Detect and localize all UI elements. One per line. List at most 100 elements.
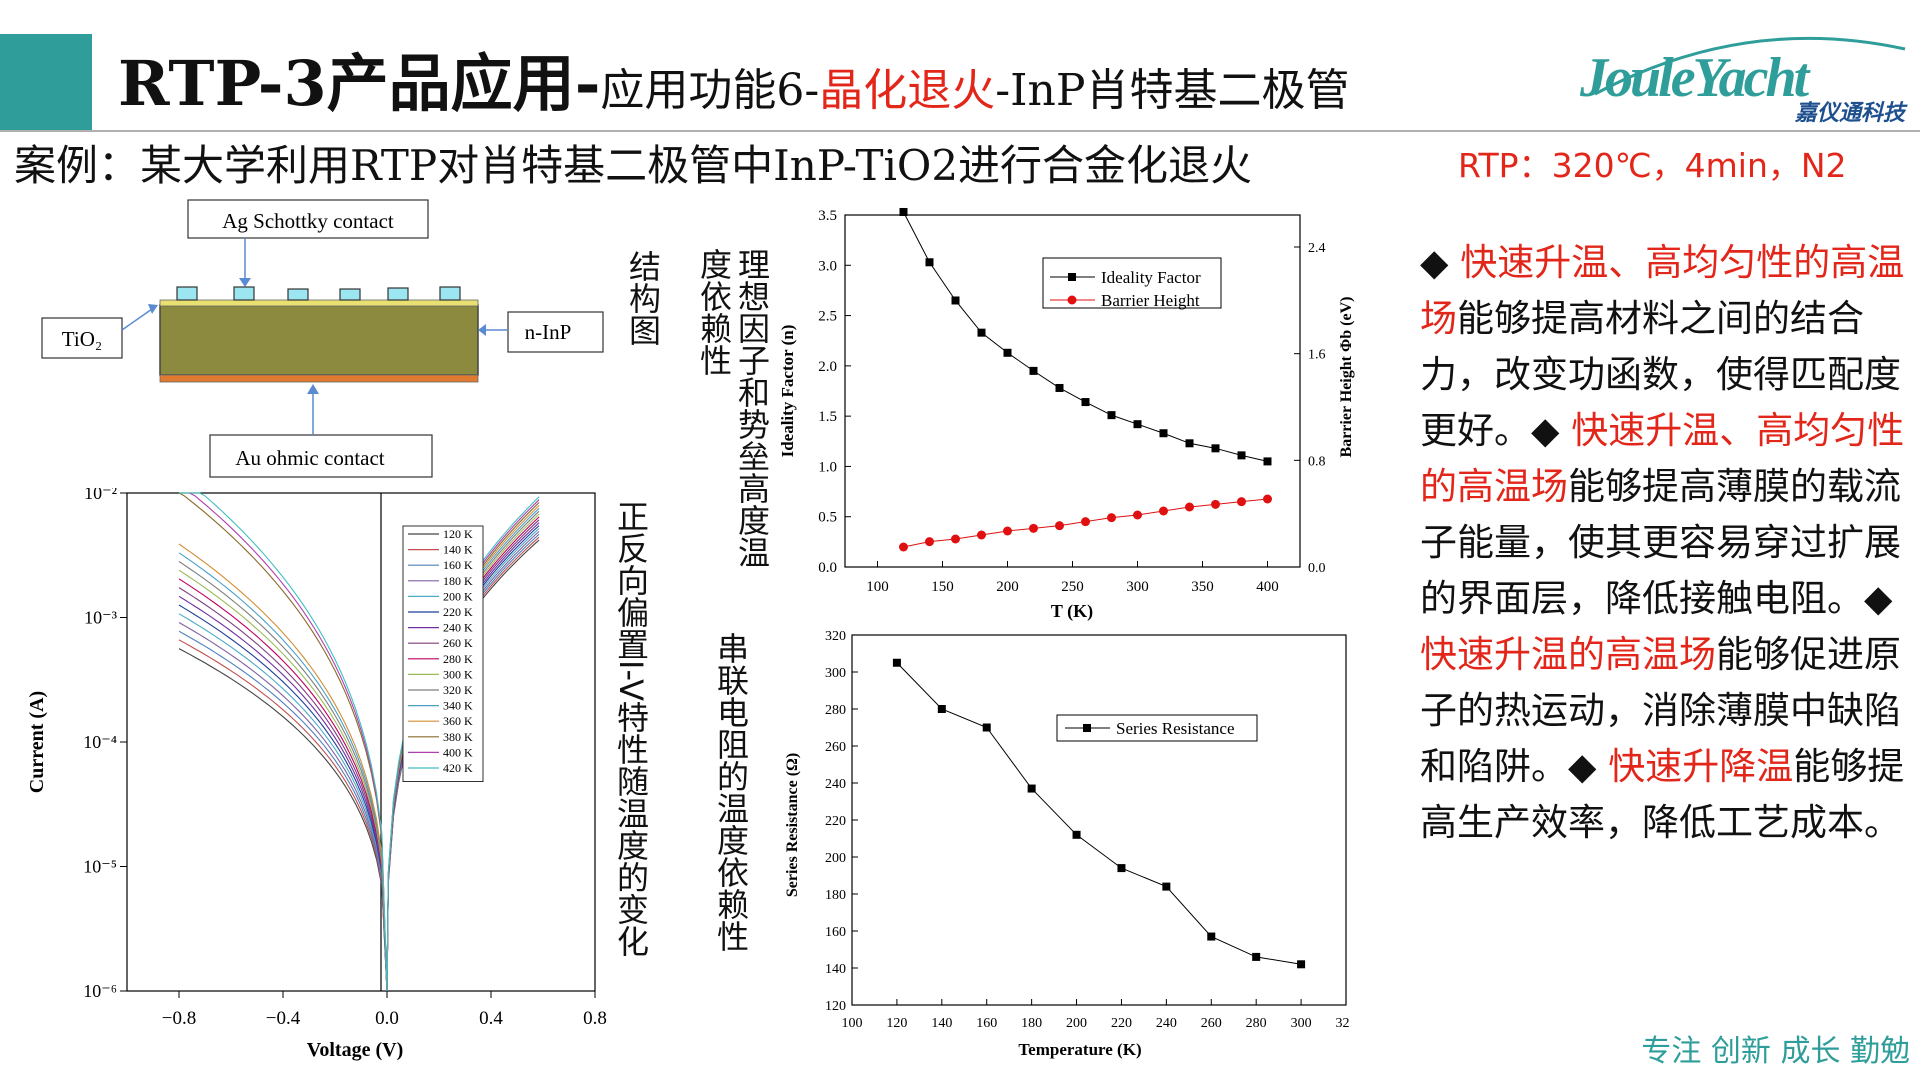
ib-point-barrier (1237, 497, 1246, 507)
ib-point-ideality (1003, 348, 1012, 357)
ib-point-ideality (1211, 444, 1220, 453)
iv-legend-label: 140 K (443, 543, 473, 557)
ib-point-barrier (1211, 499, 1220, 509)
ib-ytick-label: 3.0 (818, 258, 837, 274)
iv-ylabel: Current (A) (26, 691, 48, 793)
iv-xtick-label: 0.4 (479, 1008, 503, 1029)
iv-ytick-label: 10⁻² (84, 488, 117, 503)
iv-legend-label: 240 K (443, 621, 473, 635)
rs-xtick-label: 100 (842, 1016, 863, 1031)
rs-point (1207, 932, 1216, 941)
iv-legend-label: 200 K (443, 589, 473, 603)
rs-legend-marker (1083, 724, 1091, 732)
ib-xlabel: T (K) (1051, 601, 1093, 622)
rs-ytick-label: 220 (825, 814, 846, 829)
benefit-3-text: 能够促进原子的热运动，消除薄膜中缺陷和陷阱。 (1420, 633, 1901, 788)
iv-legend-label: 300 K (443, 667, 473, 681)
ib-point-barrier (1107, 513, 1116, 523)
title-main: RTP-3产品应用 (118, 47, 575, 120)
rs-xtick-label: 320 (1336, 1016, 1351, 1031)
ib-point-barrier (1133, 510, 1142, 520)
page-title: RTP-3产品应用-应用功能6-晶化退火-InP肖特基二极管 (118, 44, 1350, 124)
rs-ytick-label: 260 (825, 740, 846, 755)
iv-legend-label: 180 K (443, 574, 473, 588)
ib-xtick-label: 400 (1256, 579, 1279, 595)
rs-xtick-label: 140 (931, 1016, 952, 1031)
rs-plot-frame (851, 634, 1347, 1006)
rs-point (937, 705, 946, 713)
ib-point-ideality (1185, 439, 1194, 448)
ib-xtick-label: 200 (996, 579, 1019, 595)
bullet-diamond: ◆ (1531, 409, 1572, 452)
rs-point (1027, 784, 1036, 793)
ib-ytick-label: 3.5 (818, 208, 837, 224)
ib-point-barrier (1263, 494, 1272, 504)
ib-point-ideality (1081, 398, 1090, 407)
ninp-label-box (507, 311, 604, 353)
ag-contact (233, 286, 255, 301)
title-accent-bar (0, 34, 92, 130)
ib-ytick-right-label: 2.4 (1308, 241, 1326, 256)
iv-chart: −0.8 −0.4 0.0 0.4 0.8 10⁻² 10⁻³ 10⁻⁴ 10⁻⁵ 10⁻⁶ 12… (26, 488, 607, 1061)
schottky-arrowhead (239, 278, 251, 287)
ib-ytick-label: 0.5 (818, 510, 837, 526)
title-highlight: 晶化退火 (819, 65, 996, 116)
case-description: 案例：某大学利用RTP对肖特基二极管中InP-TiO2进行合金化退火 (14, 141, 1253, 190)
iv-legend-label: 320 K (443, 683, 473, 697)
iv-legend-label: 360 K (443, 714, 473, 728)
rs-xtick-label: 160 (976, 1016, 997, 1031)
ag-contact (439, 286, 461, 301)
rs-legend: Series Resistance (1056, 714, 1258, 742)
iv-legend-label: 420 K (443, 761, 473, 775)
rs-ytick-label: 180 (825, 888, 846, 903)
ib-point-barrier (951, 534, 960, 544)
rs-ytick-label: 300 (825, 666, 846, 681)
rs-ylabel: Series Resistance (Ω) (784, 753, 801, 897)
title-divider (0, 130, 1920, 132)
schottky-label: Ag Schottky contact (222, 209, 394, 233)
company-logo: JouleYacht 嘉仪通科技 (1579, 36, 1908, 124)
ib-xtick-label: 300 (1126, 579, 1149, 595)
ib-point-barrier (977, 530, 986, 540)
benefit-1-text: 能够提高材料之间的结合力，改变功函数，使得匹配度更好。 (1420, 297, 1901, 452)
caption-series: 串联电阻的温度依赖性 (712, 632, 750, 952)
ib-point-barrier (1185, 502, 1194, 512)
iv-ytick-label: 10⁻³ (84, 608, 118, 628)
ib-ylabel: Ideality Factor (n) (778, 325, 797, 458)
rs-xtick-label: 220 (1111, 1016, 1132, 1031)
series-resistance-chart: 100 120 140 160 180 200 220 240 260 280 300 320 120 1… (784, 629, 1351, 1059)
ib-point-ideality (1055, 383, 1064, 392)
ib-ytick-label: 1.0 (818, 459, 837, 475)
tio2-layer (159, 299, 479, 307)
ohmic-label: Au ohmic contact (235, 446, 384, 470)
iv-xtick-label: −0.4 (266, 1008, 301, 1029)
tio2-arrowhead (148, 304, 158, 314)
ib-point-ideality (1159, 429, 1168, 438)
ninp-label: n-InP (525, 320, 572, 344)
ideality-barrier-chart: 100 150 200 250 300 350 400 0.0 0.5 1.0 1.5 2.0 2.5 3… (778, 207, 1355, 622)
ib-point-barrier (1081, 517, 1090, 527)
ib-point-barrier (1055, 521, 1064, 531)
ohmic-arrowhead (307, 384, 319, 394)
ag-contact (387, 287, 409, 301)
iv-legend-label: 280 K (443, 652, 473, 666)
rtp-conditions: RTP：320℃，4min，N2 (1458, 146, 1847, 185)
iv-legend-label: 400 K (443, 745, 473, 759)
rs-series (892, 658, 1306, 969)
rs-legend-label: Series Resistance (1116, 719, 1235, 738)
ib-point-barrier (925, 537, 934, 547)
ib-point-ideality (1237, 451, 1246, 460)
tio2-label: TiO₂ (62, 327, 102, 351)
iv-xtick-label: −0.8 (162, 1008, 196, 1029)
ib-legend-label-0: Ideality Factor (1101, 268, 1201, 287)
ohmic-label-box (209, 434, 433, 478)
iv-legend-label: 160 K (443, 558, 473, 572)
ib-xtick-label: 150 (931, 579, 954, 595)
logo-wordmark: JouleYacht (1579, 47, 1811, 109)
iv-ticks: −0.8 −0.4 0.0 0.4 0.8 10⁻² 10⁻³ 10⁻⁴ 10⁻⁵ 10⁻⁶ (83, 488, 607, 1029)
ib-point-ideality (1029, 366, 1038, 375)
ib-point-ideality (899, 207, 908, 216)
ib-point-barrier (1003, 526, 1012, 536)
ib-ytick-right-label: 1.6 (1308, 348, 1326, 363)
